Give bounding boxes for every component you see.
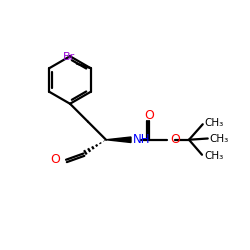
Text: O: O <box>144 109 154 122</box>
Text: Br: Br <box>62 52 75 62</box>
Text: NH: NH <box>133 133 150 146</box>
Text: O: O <box>171 133 180 146</box>
Text: CH₃: CH₃ <box>210 134 229 143</box>
Text: CH₃: CH₃ <box>205 118 224 128</box>
Text: O: O <box>50 153 60 166</box>
Polygon shape <box>106 137 131 142</box>
Text: CH₃: CH₃ <box>204 151 223 161</box>
